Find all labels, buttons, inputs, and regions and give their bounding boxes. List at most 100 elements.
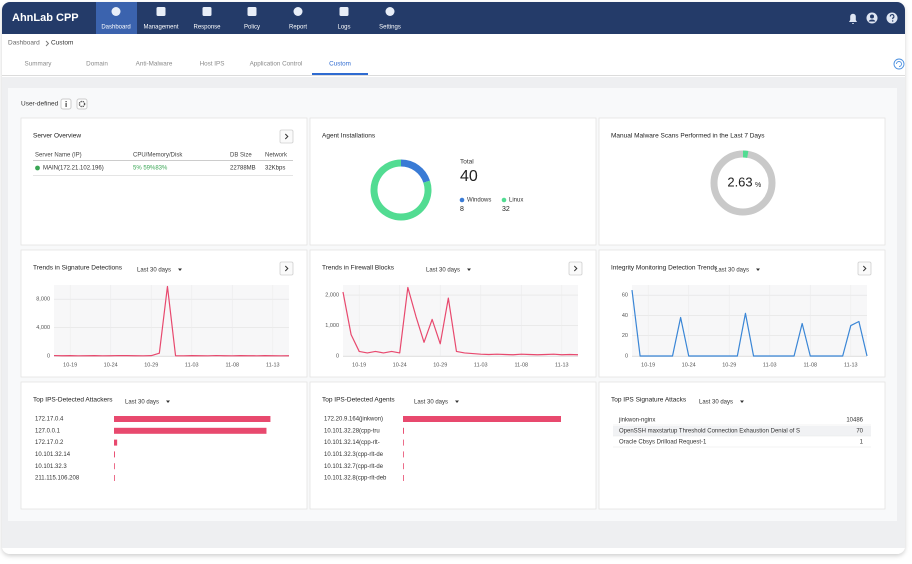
bar	[403, 475, 404, 481]
x-tick-label: 11-08	[225, 362, 239, 368]
legend-label: Linux	[509, 198, 523, 204]
card-title: Trends in Signature Detections	[33, 265, 123, 272]
y-tick-label: 2,000	[325, 293, 339, 299]
bell-icon[interactable]	[849, 13, 857, 24]
info-icon[interactable]	[60, 98, 72, 110]
card	[309, 117, 597, 246]
card-title: Top IPS-Detected Attackers	[33, 397, 113, 404]
bar-label: 172.17.0.4	[35, 417, 64, 423]
bar	[403, 451, 404, 458]
dropdown-caret	[740, 400, 744, 403]
nav-item[interactable]: Settings	[379, 7, 401, 31]
tab[interactable]: Summary	[25, 61, 53, 68]
breadcrumb-separator	[45, 40, 50, 47]
signature-count: 70	[856, 429, 863, 435]
line-series	[53, 285, 290, 357]
y-tick-label: 8,000	[36, 297, 50, 303]
total-label: Total	[460, 159, 474, 166]
settings-box	[76, 98, 88, 110]
nav-label: Logs	[337, 25, 350, 31]
x-tick-label: 10-19	[63, 362, 77, 368]
y-tick-label: 4,000	[36, 325, 50, 331]
nav-item[interactable]: Logs	[337, 7, 351, 31]
period-dropdown[interactable]: Last 30 days	[426, 268, 460, 274]
period-dropdown[interactable]: Last 30 days	[125, 400, 159, 406]
table-cell: 5% 59%83%	[133, 166, 168, 172]
card-title: Server Overview	[33, 133, 81, 140]
bar-label: 172.20.9.164(jinkwon)	[324, 417, 383, 423]
section-label: User-defined	[21, 101, 59, 108]
more-button[interactable]	[279, 129, 294, 144]
nav-icon	[111, 7, 121, 16]
tab[interactable]: Anti-Malware	[136, 61, 173, 68]
nav-item[interactable]: Policy	[244, 7, 260, 31]
nav-item[interactable]: Report	[289, 7, 307, 31]
card-title: Trends in Firewall Blocks	[322, 265, 395, 272]
nav-icon	[156, 7, 166, 16]
period-dropdown[interactable]: Last 30 days	[414, 400, 448, 406]
nav-icon	[247, 7, 257, 16]
card-title: Manual Malware Scans Performed in the La…	[611, 133, 765, 140]
total-value: 40	[460, 168, 478, 185]
donut-segment	[370, 159, 432, 221]
bar	[114, 439, 118, 446]
header-icons	[849, 12, 898, 24]
breadcrumb-current: Custom	[51, 40, 73, 47]
y-tick-label: 40	[622, 313, 628, 319]
info-glyph	[65, 103, 67, 107]
tab[interactable]: Domain	[86, 61, 108, 68]
period-dropdown[interactable]: Last 30 days	[715, 268, 749, 274]
more-box	[279, 129, 294, 144]
tab[interactable]: Custom	[329, 61, 351, 68]
nav-item[interactable]: Management	[143, 7, 179, 31]
more-chevron	[284, 265, 289, 272]
more-chevron	[284, 133, 289, 140]
more-box	[279, 261, 294, 276]
bar-label: 10.101.32.28(cpp-tru	[324, 428, 380, 434]
signature-name: OpenSSH maxstartup Threshold Connection …	[619, 429, 800, 435]
signature-count: 10486	[846, 418, 863, 424]
x-tick-label: 10-29	[722, 362, 736, 368]
table-cell: 32Kbps	[265, 166, 285, 172]
refresh-arrow	[896, 61, 902, 67]
card	[598, 117, 886, 246]
card-title: Agent Installations	[322, 133, 376, 140]
y-tick-label: 60	[622, 293, 628, 299]
more-chevron	[862, 265, 867, 272]
period-dropdown[interactable]: Last 30 days	[137, 268, 171, 274]
tab[interactable]: Host IPS	[200, 61, 225, 68]
bar-label: 172.17.0.2	[35, 440, 64, 446]
more-button[interactable]	[279, 261, 294, 276]
card-title: Top IPS-Detected Agents	[322, 397, 395, 404]
row-shade	[613, 426, 871, 436]
more-button[interactable]	[568, 261, 583, 276]
nav-item[interactable]: Response	[193, 7, 221, 31]
bar	[114, 416, 271, 422]
refresh-button[interactable]	[893, 58, 905, 70]
x-tick-label: 10-29	[144, 362, 158, 368]
legend-label: Windows	[467, 198, 491, 204]
breadcrumb-link: Dashboard	[8, 40, 40, 47]
tab[interactable]: Application Control	[250, 61, 303, 68]
card	[20, 381, 308, 510]
period-dropdown[interactable]: Last 30 days	[699, 400, 733, 406]
more-button[interactable]	[857, 261, 872, 276]
nav-item[interactable]: Dashboard	[101, 7, 131, 31]
settings-button[interactable]	[76, 98, 88, 110]
x-tick-label: 10-29	[433, 362, 447, 368]
x-tick-label: 10-24	[393, 362, 407, 368]
x-tick-label: 10-19	[641, 362, 655, 368]
card	[598, 381, 886, 510]
help-icon[interactable]	[886, 12, 898, 24]
y-tick-label: 0	[47, 353, 50, 359]
dropdown-caret	[455, 400, 459, 403]
logo: AhnLab CPP	[12, 12, 79, 24]
line-series	[342, 286, 579, 356]
nav-icon	[293, 7, 303, 16]
bar	[403, 416, 561, 422]
bar-label: 10.101.32.8(cpp-rlt-deb	[324, 476, 387, 482]
x-tick-label: 11-03	[185, 362, 199, 368]
bar	[114, 451, 115, 458]
more-chevron	[573, 265, 578, 272]
